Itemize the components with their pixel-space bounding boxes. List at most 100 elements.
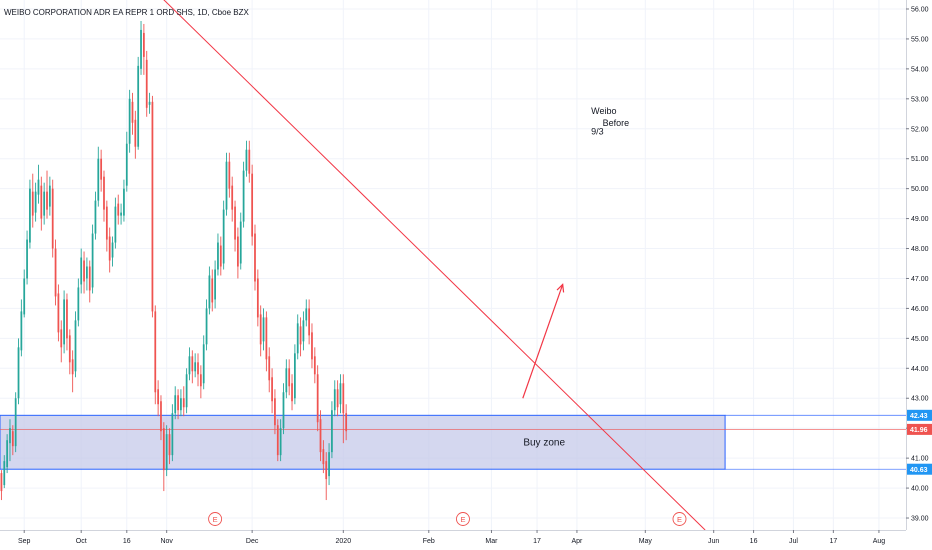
- candle-up: [217, 242, 219, 270]
- time-tick-label: 16: [750, 538, 758, 545]
- candle-down: [57, 293, 60, 333]
- candle-up: [305, 308, 308, 321]
- time-tick-label: Aug: [873, 538, 886, 545]
- candle-up: [188, 356, 191, 375]
- candle-down: [68, 335, 71, 363]
- candle-up: [214, 269, 216, 300]
- candle-up: [23, 278, 26, 315]
- candle-down: [11, 431, 14, 447]
- candle-up: [174, 395, 177, 414]
- candle-up: [29, 188, 31, 243]
- earnings-marker: [208, 512, 223, 526]
- candle-down: [0, 473, 3, 492]
- price-tick-label: 55.00: [911, 36, 929, 43]
- candle-up: [171, 413, 174, 456]
- price-axis-bg: [906, 0, 932, 550]
- price-tick-label: 52.00: [911, 126, 929, 133]
- candle-down: [168, 434, 171, 456]
- candle-down: [199, 374, 202, 387]
- candle-up: [128, 98, 131, 144]
- price-label-text: 40.63: [910, 467, 928, 474]
- candle-down: [117, 203, 120, 216]
- candle-down: [259, 314, 262, 345]
- candle-up: [293, 353, 296, 399]
- candle-down: [254, 233, 256, 282]
- candle-down: [46, 191, 48, 210]
- candle-up: [239, 221, 242, 264]
- candle-up: [34, 191, 37, 213]
- symbol-title: WEIBO CORPORATION ADR EA REPR 1 ORD SHS,…: [4, 8, 249, 17]
- candle-up: [222, 209, 225, 264]
- candle-down: [100, 158, 103, 180]
- candle-down: [142, 32, 145, 57]
- earnings-marker-label: E: [213, 515, 218, 524]
- candle-up: [111, 242, 114, 258]
- price-tick-label: 45.00: [911, 336, 929, 343]
- price-label-badge: [907, 423, 932, 435]
- price-label-text: 41.96: [910, 427, 928, 434]
- candle-down: [51, 188, 54, 249]
- candle-down: [322, 449, 325, 465]
- candle-down: [313, 356, 316, 375]
- time-tick-label: 17: [829, 538, 837, 545]
- note-text-line: Before: [603, 118, 630, 128]
- candle-down: [265, 317, 268, 360]
- candle-down: [336, 389, 339, 408]
- time-axis[interactable]: Sep Oct 16 Nov Dec 2020 Feb Mar 17 Apr May Jun 16 Jul…: [0, 530, 906, 545]
- candle-up: [208, 275, 211, 309]
- candle-up: [77, 287, 80, 321]
- price-tick-label: 51.00: [911, 156, 929, 163]
- candle-up: [9, 428, 11, 444]
- price-tick-label: 56.00: [911, 6, 929, 13]
- candle-up: [94, 200, 97, 234]
- candle-down: [251, 173, 254, 237]
- candle-up: [125, 143, 128, 186]
- price-tick-label: 41.00: [911, 456, 929, 463]
- time-tick-label: 16: [123, 538, 131, 545]
- time-tick-label: Jul: [789, 538, 798, 545]
- candle-down: [311, 332, 313, 360]
- candle-down: [131, 101, 134, 123]
- candle-down: [299, 326, 302, 345]
- candle-down: [197, 362, 199, 375]
- candle-up: [180, 398, 182, 411]
- time-tick-label: Apr: [571, 538, 583, 545]
- candle-up: [331, 410, 333, 453]
- price-tick-label: 54.00: [911, 66, 929, 73]
- candle-down: [325, 461, 328, 480]
- candle-down: [182, 398, 185, 408]
- price-tick-label: 53.00: [911, 96, 929, 103]
- candle-down: [308, 308, 311, 336]
- candle-down: [88, 266, 91, 291]
- earnings-marker: [456, 512, 470, 526]
- candle-down: [271, 377, 273, 402]
- candle-up: [91, 233, 94, 288]
- candle-up: [194, 362, 197, 372]
- price-label-badge: [907, 409, 932, 421]
- candle-up: [6, 440, 9, 468]
- candle-down: [274, 398, 276, 426]
- candle-up: [279, 428, 282, 456]
- candle-up: [74, 320, 77, 372]
- time-tick-label: Oct: [76, 538, 87, 545]
- time-tick-label: 17: [533, 538, 541, 545]
- candle-down: [54, 248, 57, 297]
- candle-up: [262, 317, 265, 342]
- candle-down: [83, 260, 85, 282]
- candle-up: [114, 206, 117, 243]
- buy-zone[interactable]: Buy zone: [0, 414, 906, 470]
- candle-up: [43, 191, 46, 216]
- candle-up: [26, 239, 28, 279]
- candle-down: [31, 191, 34, 216]
- candle-up: [137, 65, 140, 147]
- price-tick-label: 48.00: [911, 246, 929, 253]
- time-tick-label: Dec: [246, 538, 259, 545]
- price-tick-label: 39.00: [911, 516, 929, 523]
- candle-down: [316, 374, 319, 423]
- candle-up: [3, 461, 6, 486]
- candle-up: [123, 188, 125, 216]
- candle-up: [225, 161, 228, 210]
- price-axis[interactable]: 56.00 55.00 54.00 53.00 52.00 51.00 50.00 49.00…: [906, 0, 932, 550]
- candle-down: [237, 236, 239, 267]
